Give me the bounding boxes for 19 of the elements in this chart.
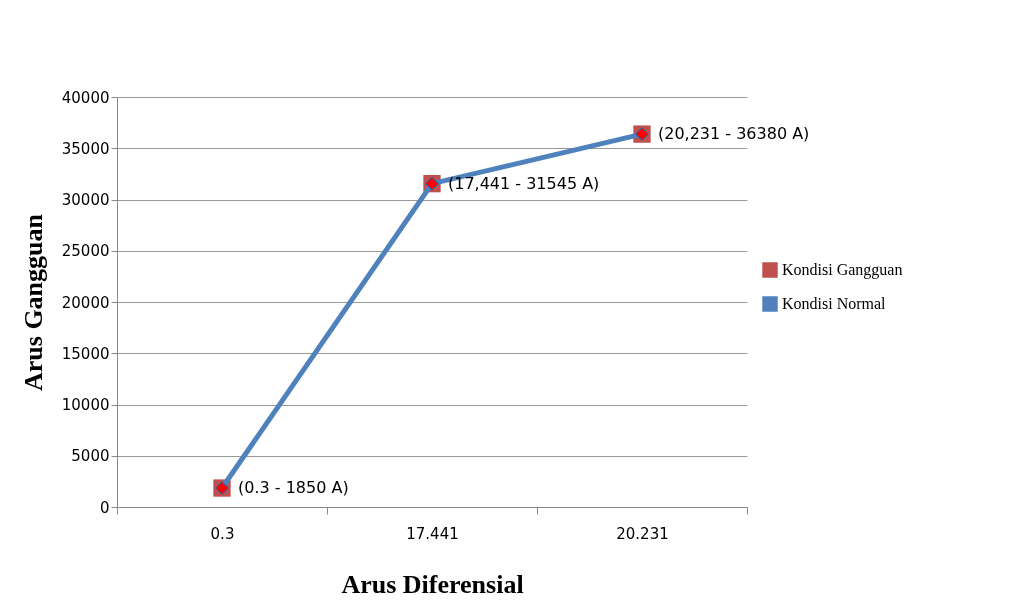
y-tick-label: 10000 (61, 396, 110, 414)
x-tick-label: 20.231 (616, 524, 669, 543)
legend-label: Kondisi Normal (782, 295, 887, 312)
annotation: (20,231 - 36380 A) (658, 124, 810, 144)
y-tick-label: 15000 (61, 344, 110, 363)
y-tick-label: 30000 (61, 191, 110, 209)
y-tick-label: 0 (99, 498, 110, 517)
y-tick-label: 35000 (61, 139, 110, 158)
annotation: (17,441 - 31545 A) (448, 173, 600, 193)
legend-label: Kondisi Gangguan (782, 261, 903, 279)
y-tick-label: 40000 (61, 88, 110, 107)
y-tick-label: 25000 (61, 242, 110, 261)
annotation: (0.3 - 1850 A) (238, 478, 349, 498)
y-axis-title: Arus Gangguan (18, 213, 48, 391)
y-tick-label: 20000 (61, 293, 110, 312)
x-tick-label: 0.3 (210, 524, 235, 543)
x-axis-title: Arus Diferensial (341, 569, 524, 599)
y-tick-label: 5000 (71, 447, 110, 466)
x-tick-label: 17.441 (406, 524, 459, 543)
